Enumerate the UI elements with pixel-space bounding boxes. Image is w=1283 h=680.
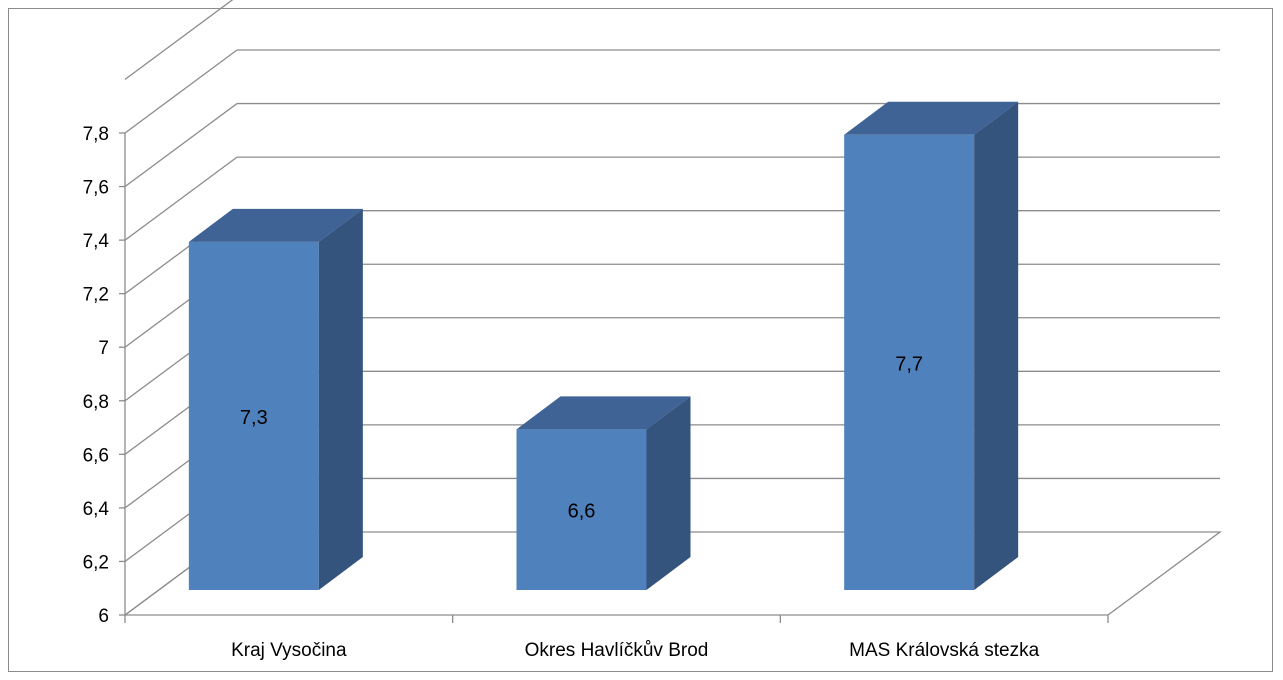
bar-top [844, 101, 1019, 135]
floor-outline [124, 531, 1222, 616]
y-tick-label: 7,4 [83, 231, 110, 252]
side-wall-gridline [124, 156, 238, 241]
bar-front [844, 134, 975, 590]
bar-side [318, 208, 363, 590]
bar-front [188, 241, 319, 590]
data-label: 7,3 [240, 407, 268, 429]
y-tick-label: 7,6 [83, 178, 109, 199]
bar-side [646, 396, 691, 590]
bar-front [516, 429, 647, 590]
y-tick-label: 6,8 [83, 392, 109, 413]
y-tick-label: 6,2 [83, 552, 109, 573]
bars [188, 101, 1019, 591]
y-tick-label: 6,6 [83, 445, 109, 466]
y-tick-label: 6 [98, 606, 109, 627]
axes [119, 132, 1109, 623]
bar-side [974, 101, 1019, 591]
side-wall-gridline [124, 103, 238, 188]
y-tick-label: 7,8 [83, 124, 109, 145]
y-tick-label: 7,2 [83, 285, 109, 306]
side-wall-gridline [124, 0, 234, 80]
x-category-label: Okres Havlíčkův Brod [525, 640, 709, 661]
x-category-label: Kraj Vysočina [231, 640, 347, 661]
x-category-label: MAS Královská stezka [849, 640, 1039, 661]
y-tick-label: 7 [98, 338, 109, 359]
labels: 6 6,2 6,4 6,6 6,8 7 7,2 7,4 7,6 7,8 7,3 Kraj Vysoči… [83, 124, 1040, 661]
y-tick-label: 6,4 [83, 499, 110, 520]
data-label: 6,6 [568, 501, 596, 523]
bar-top [516, 396, 691, 430]
bar-top [188, 208, 363, 242]
side-wall-gridline [124, 49, 238, 134]
data-label: 7,7 [895, 353, 923, 375]
